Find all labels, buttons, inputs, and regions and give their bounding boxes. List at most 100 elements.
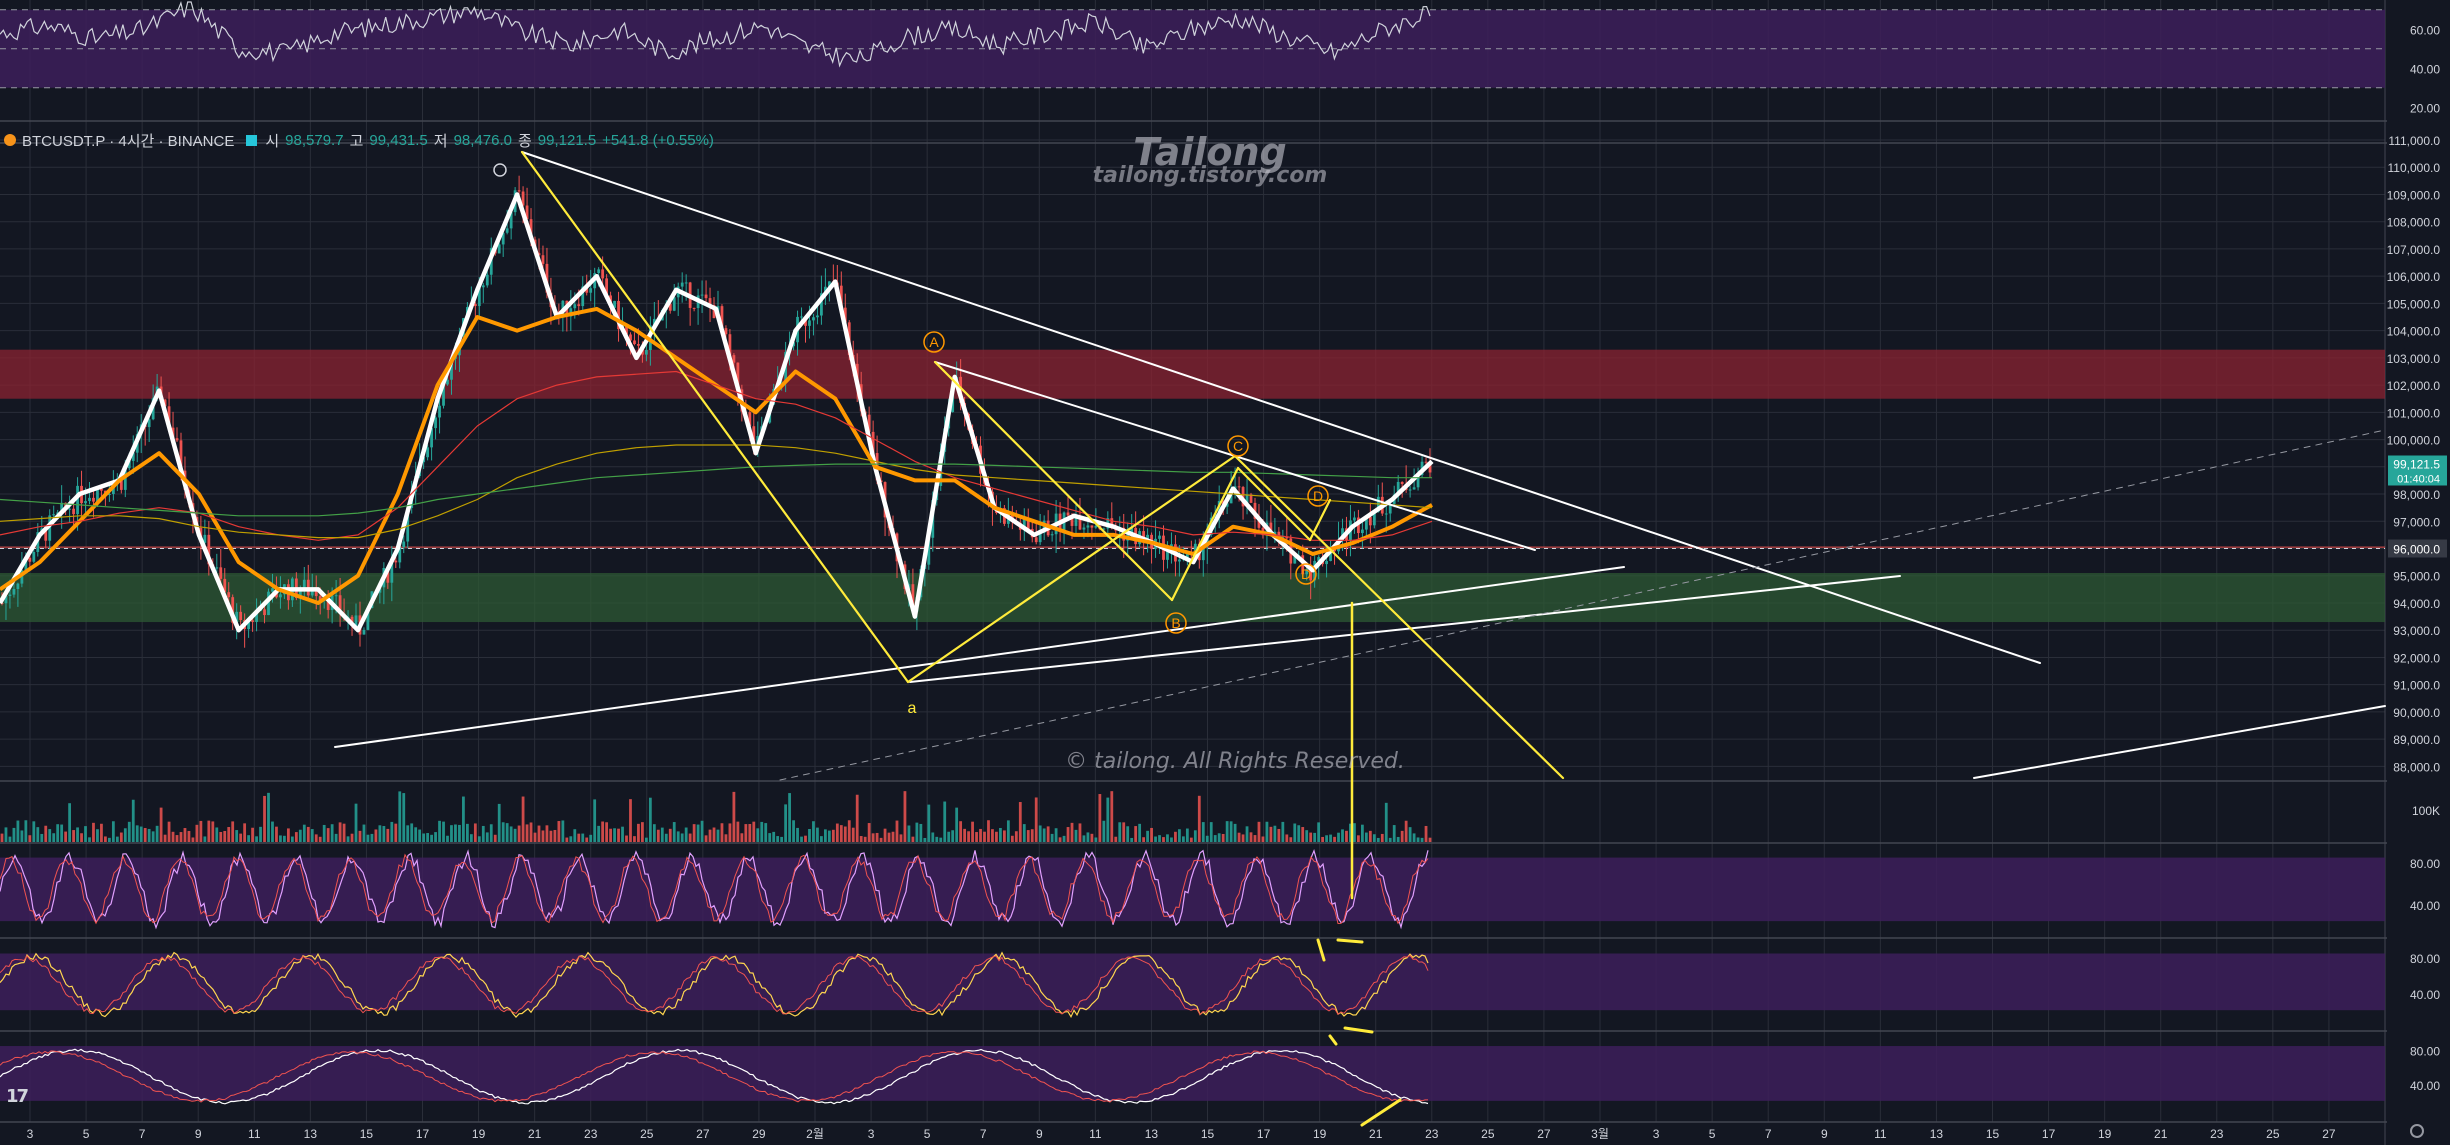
candle-body <box>298 591 302 599</box>
symbol-name[interactable]: BTCUSDT.P · 4시간 · BINANCE <box>22 132 235 150</box>
candle-body <box>541 255 545 264</box>
candle-body <box>712 305 716 319</box>
gear-icon[interactable] <box>2410 1124 2424 1138</box>
volume-bar <box>919 823 923 842</box>
candle-body <box>728 334 732 356</box>
volume-bar <box>517 825 521 842</box>
candle-body <box>1102 528 1106 530</box>
volume-bar <box>342 823 346 842</box>
candle-body <box>1384 513 1388 515</box>
volume-bar <box>60 824 64 842</box>
volume-bar <box>688 833 692 842</box>
candle-body <box>911 584 915 612</box>
volume-bar <box>812 821 815 842</box>
price-axis[interactable]: 111,000.0 110,000.0 109,000.0 108,000.0 107,… <box>2387 0 2450 1145</box>
volume-bar <box>469 834 473 842</box>
volume-bar <box>1034 797 1038 842</box>
volume-bar <box>843 826 847 842</box>
volume-bar <box>644 837 648 842</box>
open-label: 시 <box>265 132 280 150</box>
candle-body <box>1277 531 1281 538</box>
volume-bar <box>84 826 87 842</box>
candle-body <box>366 607 370 630</box>
time-tick: 15 <box>1986 1127 2000 1141</box>
volume-bar <box>1158 835 1161 842</box>
volume-bar <box>306 826 310 842</box>
drawings[interactable]: A B C D Da <box>334 150 2386 1127</box>
candle-body <box>68 508 72 510</box>
volume-bar <box>851 827 855 842</box>
candle-body <box>107 493 111 495</box>
volume-bar <box>1022 824 1026 842</box>
volume-bar <box>720 823 724 842</box>
price-zones <box>0 349 2385 623</box>
candle-body <box>736 362 740 390</box>
volume-bar <box>12 827 16 842</box>
volume-bar <box>796 827 799 842</box>
candle-body <box>302 579 306 592</box>
volume-bar <box>454 824 457 842</box>
tradingview-logo[interactable]: 17 <box>6 1086 29 1107</box>
volume-bar <box>338 822 342 842</box>
volume-bar <box>24 820 28 842</box>
candle-body <box>255 611 258 622</box>
volume-bar <box>1353 823 1356 842</box>
volume-bar <box>442 821 445 842</box>
candle-body <box>60 502 64 513</box>
volume-bar <box>1345 830 1348 842</box>
volume-bar <box>1388 837 1392 842</box>
volume-bar <box>147 828 151 842</box>
indicator-tick: 80.00 <box>2410 857 2440 871</box>
time-tick: 3 <box>27 1127 34 1141</box>
volume-bar <box>1233 823 1237 842</box>
volume-bar <box>1428 837 1432 842</box>
volume-bar <box>875 832 879 842</box>
volume-bar <box>668 828 672 842</box>
volume-bar <box>1349 823 1352 842</box>
price-tick: 97,000.0 <box>2393 515 2440 529</box>
candle-body <box>20 570 24 584</box>
volume-bar <box>744 824 748 842</box>
volume-bar <box>573 829 577 842</box>
candle-body <box>509 212 513 229</box>
volume-bar <box>752 821 756 842</box>
candle-body <box>497 244 501 254</box>
volume-bar <box>1110 791 1114 842</box>
candle-body <box>808 320 811 326</box>
wave-line-1 <box>520 150 910 684</box>
volume-bar <box>891 831 895 842</box>
volume-bar <box>374 829 378 842</box>
uptrend-line-2 <box>909 575 1901 683</box>
price-tick: 95,000.0 <box>2393 570 2440 584</box>
volume-bar <box>629 799 632 842</box>
volume-bar <box>692 824 696 842</box>
volume-bar <box>1396 836 1400 842</box>
volume-bar <box>1360 824 1364 842</box>
volume-bar <box>1245 826 1249 842</box>
volume-bar <box>1018 802 1022 842</box>
volume-bar <box>0 833 4 842</box>
volume-bar <box>462 796 465 842</box>
time-axis[interactable]: 3 5 7 9 11 13 15 17 19 21 23 25 27 29 2월 3 5 7 9 11 13 15 17 19… <box>27 1127 2336 1141</box>
time-tick: 11 <box>248 1127 261 1141</box>
candle-body <box>88 497 91 502</box>
time-tick: 5 <box>924 1127 931 1141</box>
volume-bar <box>597 825 601 842</box>
candle-body <box>1428 462 1432 473</box>
candle-body <box>843 307 847 323</box>
volume-bar <box>1006 820 1010 842</box>
candle-body <box>1185 551 1189 559</box>
candle-body <box>1412 487 1416 490</box>
volume-bar <box>768 833 772 842</box>
candle-body <box>644 350 648 355</box>
volume-bar <box>386 828 390 842</box>
volume-bar <box>20 830 24 842</box>
candle-body <box>485 274 489 286</box>
volume-bar <box>951 830 955 842</box>
candle-body <box>668 303 672 311</box>
volume-bar <box>1197 795 1201 842</box>
volume-bar <box>792 820 795 842</box>
time-tick: 7 <box>980 1127 987 1141</box>
volume-bar <box>696 824 700 842</box>
